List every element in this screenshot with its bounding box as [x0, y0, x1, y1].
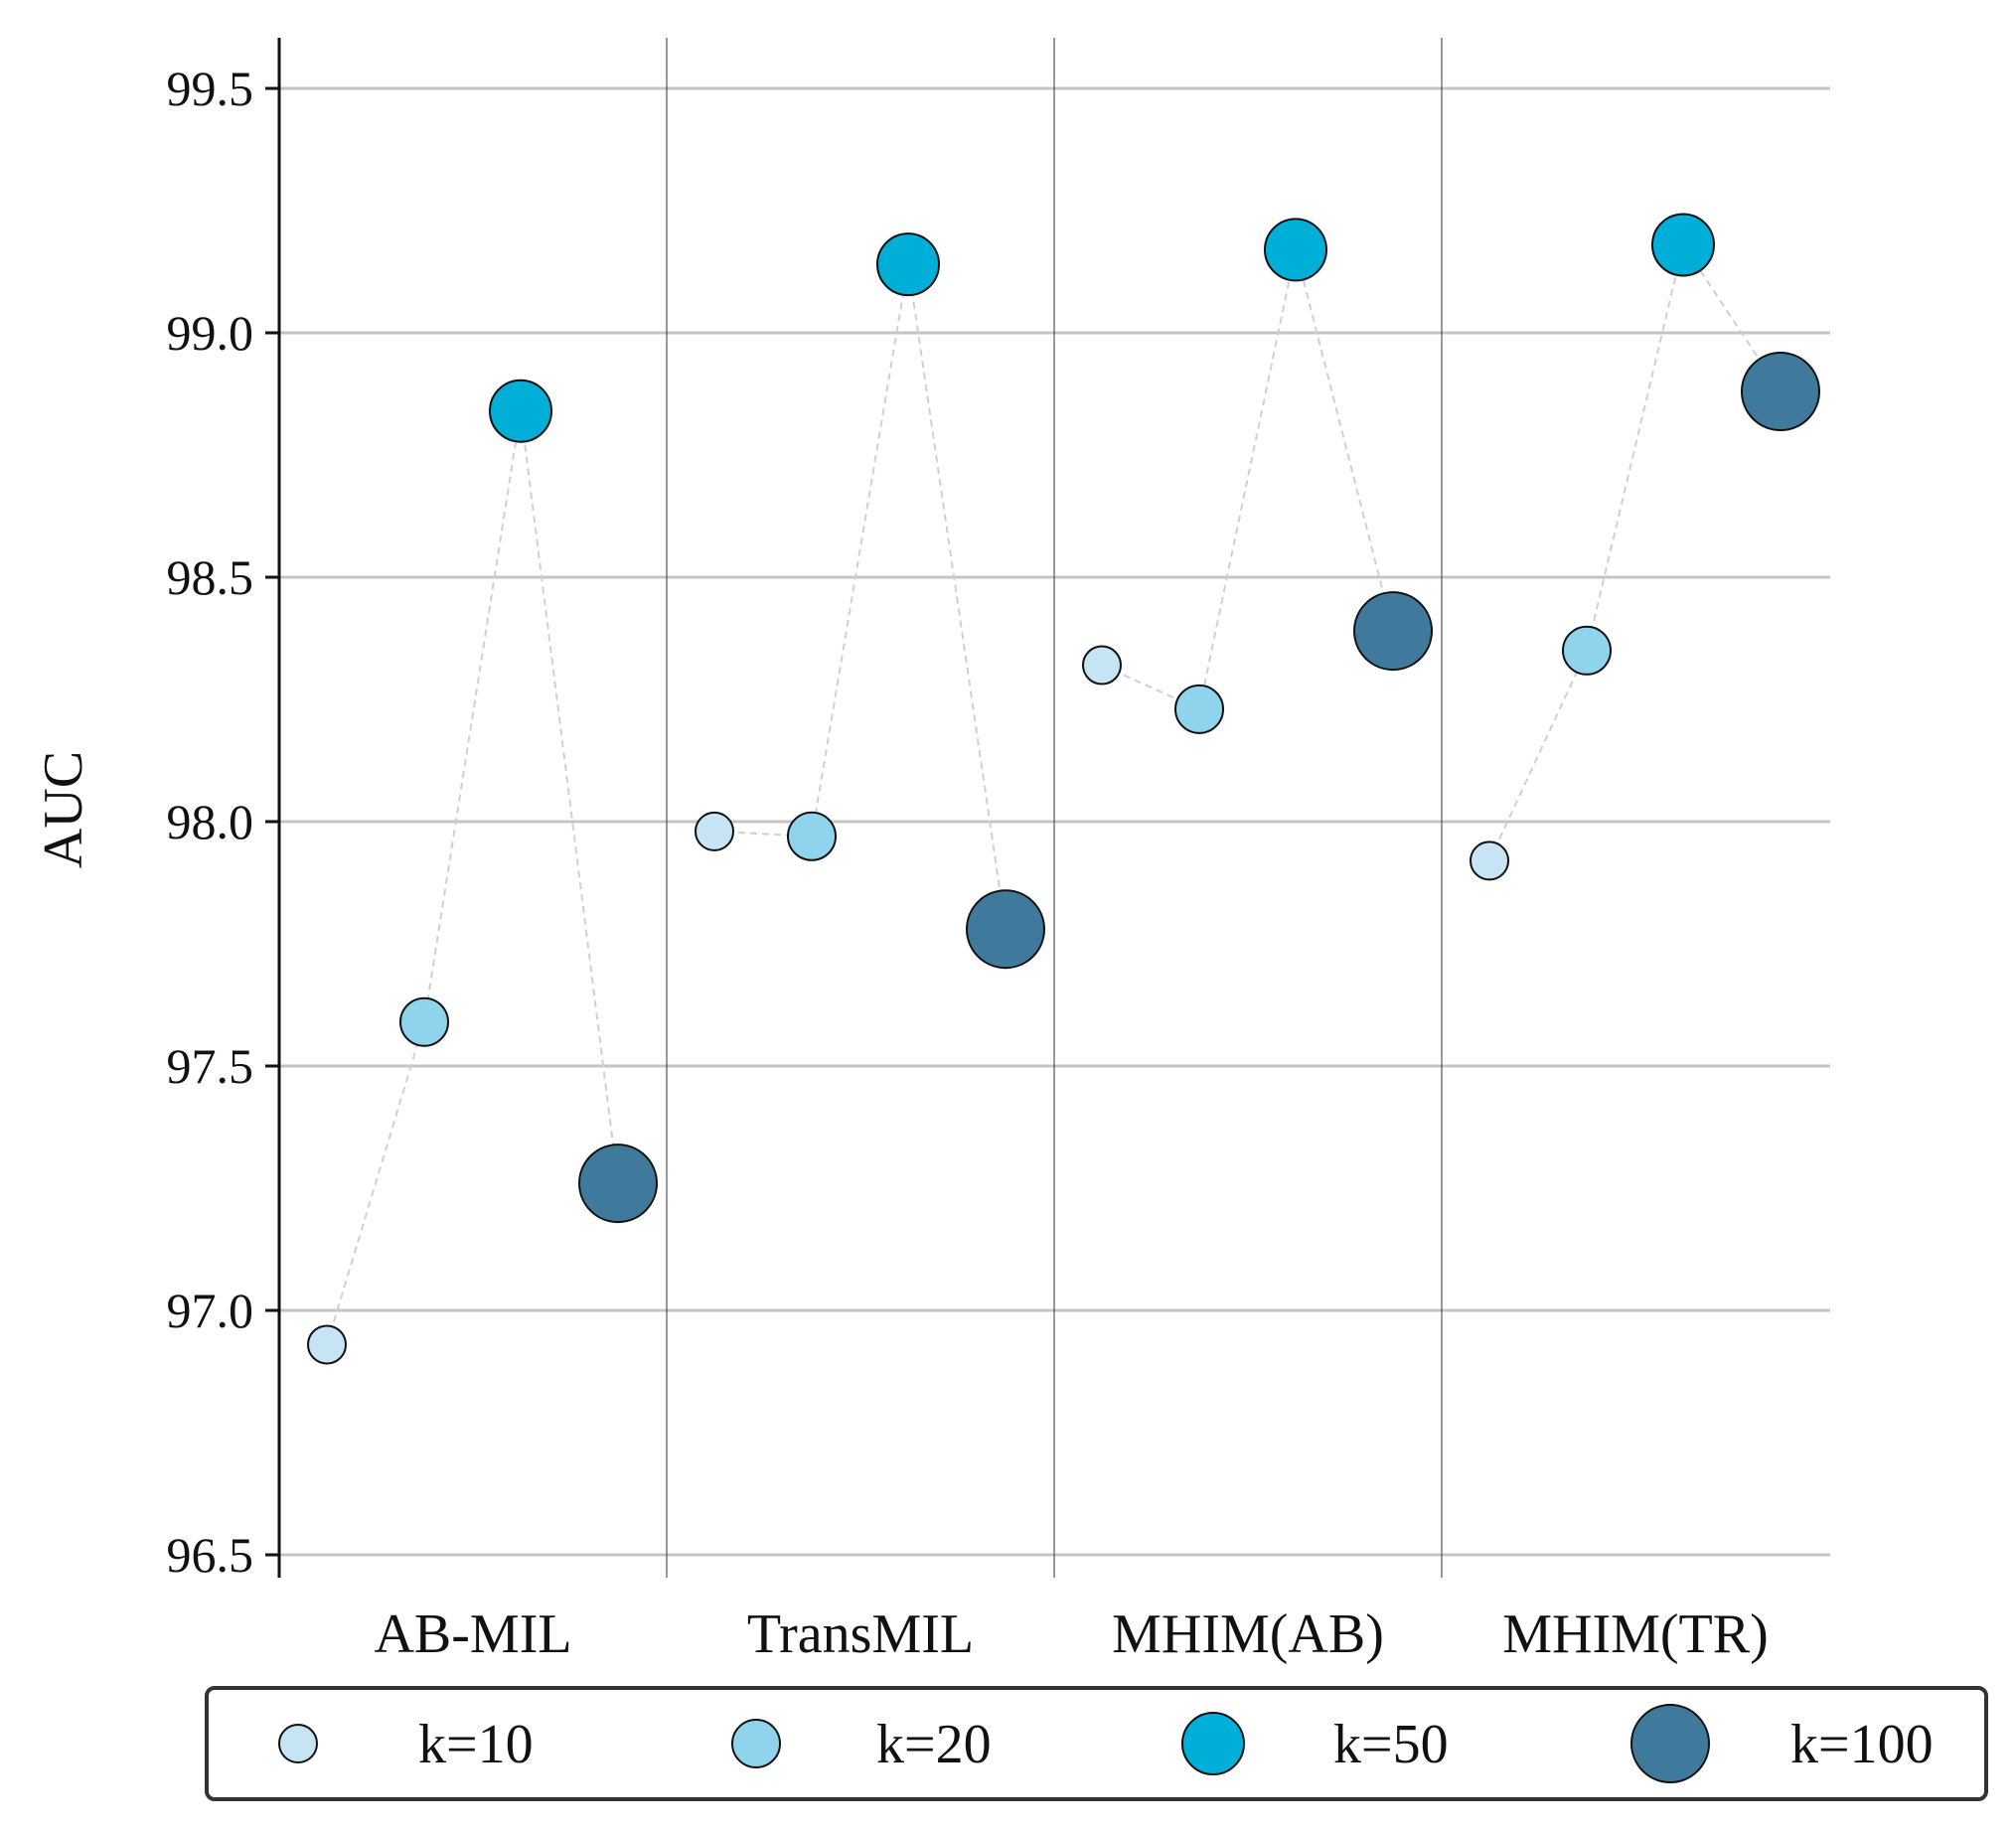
data-point [787, 811, 837, 861]
data-point [1174, 684, 1224, 734]
data-points [307, 213, 1820, 1365]
data-point [1470, 840, 1509, 881]
data-point [1651, 213, 1715, 277]
category-label: MHIM(AB) [1112, 1603, 1384, 1665]
y-axis-title: AUC [33, 751, 94, 868]
data-point [966, 889, 1045, 970]
connector-line [326, 410, 619, 1345]
legend-label: k=10 [418, 1714, 534, 1775]
data-point [1264, 218, 1327, 282]
data-point [1082, 645, 1122, 686]
legend-marker [278, 1724, 318, 1763]
y-axis: 96.5 97.0 97.5 98.0 98.5 99.0 99.5 [167, 38, 281, 1583]
data-point [1741, 352, 1820, 432]
legend-label: k=20 [876, 1714, 992, 1775]
y-tick-label: 98.0 [167, 794, 254, 849]
legend: k=10 k=20 k=50 k=100 [205, 1686, 1988, 1801]
data-point [1353, 591, 1433, 672]
data-point [695, 811, 734, 851]
legend-marker [731, 1719, 781, 1768]
y-tick-label: 97.0 [167, 1283, 254, 1338]
category-label: AB-MIL [374, 1603, 571, 1665]
connector-line [1101, 249, 1394, 711]
legend-label: k=100 [1790, 1714, 1934, 1775]
category-label: TransMIL [747, 1603, 974, 1665]
legend-marker [1181, 1712, 1245, 1775]
data-point [307, 1324, 347, 1365]
y-tick-label: 99.0 [167, 305, 254, 361]
y-tick-label: 99.5 [167, 61, 254, 116]
connector-line [1488, 241, 1782, 861]
legend-box [205, 1686, 1988, 1801]
data-point [1562, 625, 1612, 676]
legend-label: k=50 [1333, 1714, 1449, 1775]
category-labels: AB-MIL TransMIL MHIM(AB) MHIM(TR) [374, 1603, 1768, 1665]
legend-marker [1630, 1704, 1710, 1783]
connector-lines [326, 241, 1782, 1345]
data-point [399, 996, 449, 1047]
connector-line [713, 263, 1007, 930]
data-point [578, 1144, 658, 1224]
y-tick-label: 96.5 [167, 1527, 254, 1583]
data-point [489, 379, 552, 443]
y-tick-label: 98.5 [167, 549, 254, 605]
y-tick-label: 97.5 [167, 1038, 254, 1094]
category-label: MHIM(TR) [1502, 1603, 1769, 1665]
data-point [876, 232, 940, 297]
group-separators [666, 38, 1443, 1578]
